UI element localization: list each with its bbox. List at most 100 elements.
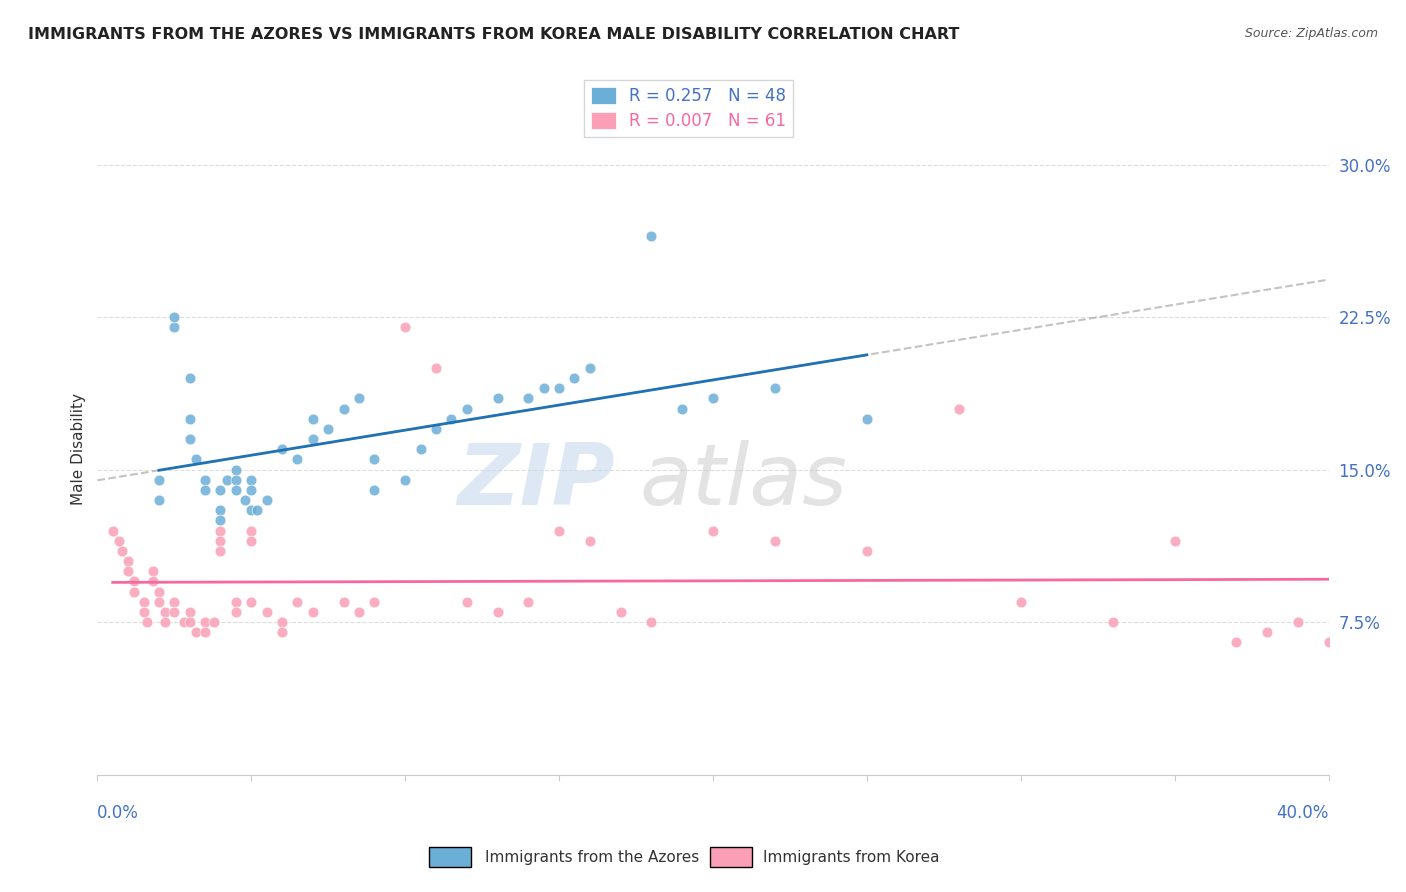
Point	[425, 422, 447, 436]
Point	[194, 473, 217, 487]
Text: Immigrants from the Azores: Immigrants from the Azores	[485, 850, 699, 864]
Text: Immigrants from Korea: Immigrants from Korea	[763, 850, 941, 864]
Point	[1102, 615, 1125, 629]
Point	[394, 320, 416, 334]
Point	[579, 361, 602, 376]
Point	[209, 483, 232, 497]
Point	[163, 320, 186, 334]
Point	[548, 524, 571, 538]
Point	[225, 605, 247, 619]
Point	[209, 544, 232, 558]
Point	[153, 605, 176, 619]
Point	[202, 615, 225, 629]
Point	[440, 412, 463, 426]
Point	[240, 595, 263, 609]
Point	[763, 381, 786, 395]
Point	[640, 615, 662, 629]
Point	[209, 533, 232, 548]
Point	[363, 595, 385, 609]
Point	[184, 625, 207, 640]
Text: 0.0%: 0.0%	[97, 804, 139, 822]
Point	[363, 452, 385, 467]
Point	[301, 432, 323, 446]
Point	[763, 533, 786, 548]
Point	[347, 392, 370, 406]
Point	[394, 473, 416, 487]
Point	[142, 574, 165, 589]
Point	[456, 595, 478, 609]
Point	[1317, 635, 1340, 649]
Text: 40.0%: 40.0%	[1277, 804, 1329, 822]
Point	[148, 493, 170, 508]
Point	[332, 595, 354, 609]
Point	[609, 605, 631, 619]
Point	[209, 503, 232, 517]
Point	[332, 401, 354, 416]
Point	[108, 533, 131, 548]
Point	[233, 493, 256, 508]
Point	[579, 533, 602, 548]
Point	[640, 228, 662, 243]
Point	[425, 361, 447, 376]
Point	[948, 401, 970, 416]
Point	[225, 483, 247, 497]
Point	[271, 442, 294, 457]
Point	[225, 463, 247, 477]
Point	[702, 524, 724, 538]
Point	[486, 392, 509, 406]
Point	[184, 452, 207, 467]
Point	[142, 564, 165, 578]
Point	[101, 524, 124, 538]
Point	[517, 595, 540, 609]
Point	[240, 503, 263, 517]
Point	[702, 392, 724, 406]
Point	[240, 524, 263, 538]
Point	[111, 544, 134, 558]
Point	[564, 371, 586, 385]
Point	[163, 605, 186, 619]
Point	[287, 452, 309, 467]
Point	[117, 554, 139, 568]
Point	[1225, 635, 1247, 649]
Point	[301, 412, 323, 426]
Point	[225, 473, 247, 487]
Point	[456, 401, 478, 416]
Point	[240, 473, 263, 487]
Point	[179, 371, 201, 385]
Point	[179, 432, 201, 446]
Point	[132, 595, 155, 609]
Text: IMMIGRANTS FROM THE AZORES VS IMMIGRANTS FROM KOREA MALE DISABILITY CORRELATION : IMMIGRANTS FROM THE AZORES VS IMMIGRANTS…	[28, 27, 959, 42]
Y-axis label: Male Disability: Male Disability	[72, 393, 86, 505]
Point	[1164, 533, 1187, 548]
Point	[163, 595, 186, 609]
Point	[271, 615, 294, 629]
Point	[1010, 595, 1032, 609]
Point	[124, 574, 146, 589]
Point	[246, 503, 269, 517]
Point	[363, 483, 385, 497]
Point	[347, 605, 370, 619]
Point	[301, 605, 323, 619]
Point	[271, 625, 294, 640]
Point	[209, 524, 232, 538]
Point	[256, 493, 278, 508]
Point	[1286, 615, 1309, 629]
Point	[240, 483, 263, 497]
Point	[856, 544, 879, 558]
Point	[173, 615, 195, 629]
Point	[517, 392, 540, 406]
Point	[856, 412, 879, 426]
Point	[153, 615, 176, 629]
Point	[148, 595, 170, 609]
Point	[409, 442, 432, 457]
Point	[316, 422, 339, 436]
Point	[240, 533, 263, 548]
Point	[117, 564, 139, 578]
Point	[256, 605, 278, 619]
Point	[533, 381, 555, 395]
Point	[215, 473, 238, 487]
Point	[124, 584, 146, 599]
Text: atlas: atlas	[640, 441, 848, 524]
Point	[179, 605, 201, 619]
Point	[132, 605, 155, 619]
